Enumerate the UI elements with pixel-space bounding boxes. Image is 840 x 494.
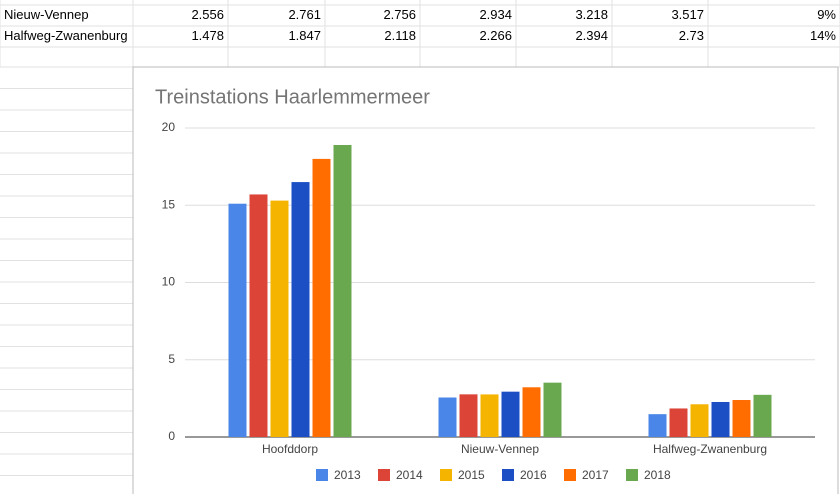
cell-value: 2.934 [479, 7, 512, 22]
legend-swatch [316, 469, 328, 481]
cell-value: 14% [810, 28, 836, 43]
cell-value: 1.478 [191, 28, 224, 43]
cell-value: 2.761 [288, 7, 321, 22]
bar [228, 203, 247, 437]
bar [438, 397, 457, 437]
legend-swatch [378, 469, 390, 481]
chart-title: Treinstations Haarlemmermeer [155, 86, 430, 108]
x-tick-label: Hoofddorp [262, 442, 318, 456]
cell-value: 2.118 [384, 28, 416, 43]
cell-value: 2.73 [679, 28, 704, 43]
bar [291, 182, 310, 437]
legend-label: 2018 [644, 468, 671, 482]
bar [522, 387, 541, 437]
bar [333, 144, 352, 437]
bar [249, 194, 268, 437]
y-tick-label: 20 [162, 120, 176, 134]
cell-value: 2.756 [383, 7, 416, 22]
bar [543, 382, 562, 437]
legend-label: 2014 [396, 468, 423, 482]
bar [459, 394, 478, 437]
cell-value: 1.847 [288, 28, 321, 43]
cell-value: 2.556 [191, 7, 224, 22]
x-tick-label: Halfweg-Zwanenburg [653, 442, 767, 456]
bar [753, 394, 772, 437]
row-label: Nieuw-Vennep [4, 7, 89, 22]
bar [312, 158, 331, 437]
y-tick-label: 5 [168, 352, 175, 366]
y-tick-label: 10 [162, 275, 176, 289]
bar [480, 394, 499, 437]
bar [732, 400, 751, 437]
bar [669, 408, 688, 437]
legend-label: 2015 [458, 468, 485, 482]
legend-label: 2017 [582, 468, 609, 482]
bar [711, 401, 730, 437]
legend-swatch [626, 469, 638, 481]
row-label: Halfweg-Zwanenburg [4, 28, 128, 43]
cell-value: 3.517 [671, 7, 704, 22]
legend-label: 2016 [520, 468, 547, 482]
legend-swatch [564, 469, 576, 481]
legend-swatch [502, 469, 514, 481]
bar [690, 404, 709, 437]
cell-value: 9% [817, 7, 836, 22]
legend-swatch [440, 469, 452, 481]
cell-value: 2.266 [479, 28, 512, 43]
cell-value: 3.218 [575, 7, 608, 22]
x-tick-label: Nieuw-Vennep [461, 442, 539, 456]
cell-value: 2.394 [575, 28, 608, 43]
bar [648, 414, 667, 437]
legend-label: 2013 [334, 468, 361, 482]
y-tick-label: 0 [168, 429, 175, 443]
bar [501, 391, 520, 437]
bar [270, 200, 289, 437]
y-tick-label: 15 [162, 197, 176, 211]
